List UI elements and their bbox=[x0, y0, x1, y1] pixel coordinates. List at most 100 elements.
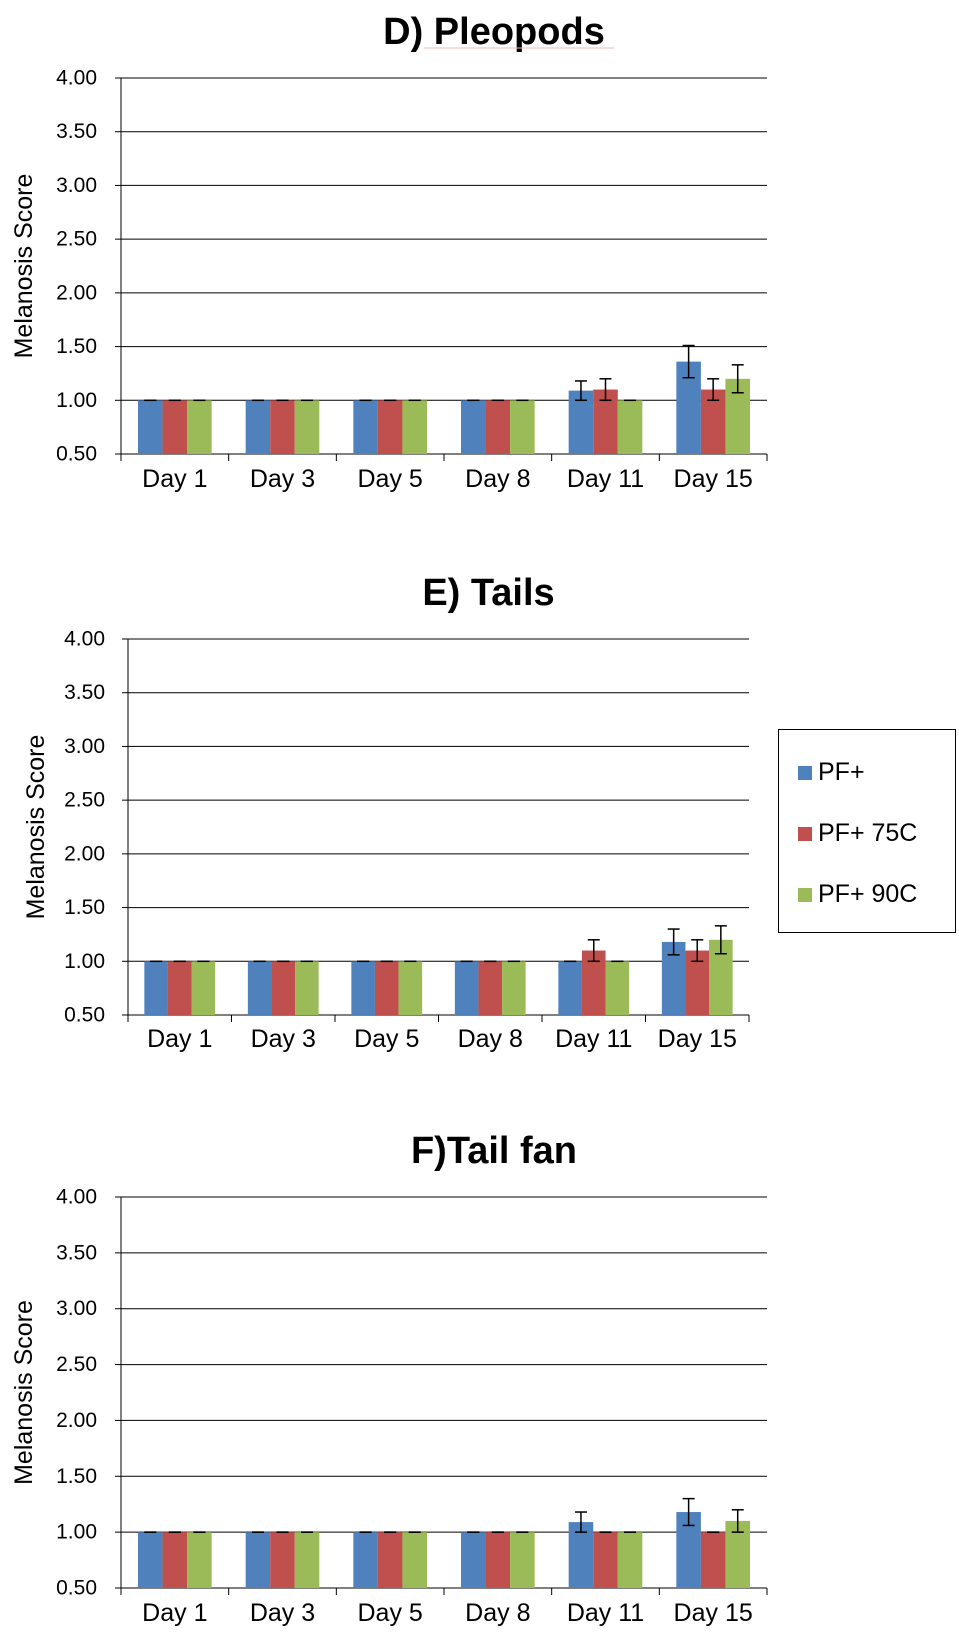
x-tick-label: Day 11 bbox=[567, 1599, 644, 1627]
legend-item-pf-plus: PF+ bbox=[798, 758, 865, 787]
bar bbox=[138, 1532, 163, 1588]
y-tick-label: 2.50 bbox=[56, 1353, 97, 1376]
x-tick-label: Day 15 bbox=[674, 465, 753, 493]
bar bbox=[162, 400, 188, 454]
y-tick-label: 2.50 bbox=[64, 789, 105, 812]
x-tick-label: Day 3 bbox=[250, 1599, 315, 1627]
bar bbox=[617, 1532, 643, 1588]
bar bbox=[374, 961, 399, 1015]
y-tick-label: 3.00 bbox=[64, 735, 105, 758]
bar bbox=[581, 950, 606, 1015]
bar bbox=[558, 961, 582, 1015]
bar bbox=[568, 1522, 594, 1588]
bar bbox=[685, 950, 710, 1015]
y-tick-label: 2.00 bbox=[56, 281, 97, 304]
x-tick-label: Day 5 bbox=[358, 1599, 423, 1627]
bar bbox=[502, 961, 526, 1015]
y-tick-label: 1.00 bbox=[64, 950, 105, 973]
bar bbox=[461, 400, 486, 454]
bar bbox=[187, 400, 212, 454]
bar bbox=[461, 1532, 486, 1588]
chart-panel-2: E) Tails Melanosis Score 0.50 1.00 1.50 2.00 2… bbox=[22, 572, 750, 1053]
legend-swatch-red bbox=[798, 826, 812, 841]
x-tick-label: Day 1 bbox=[147, 1025, 212, 1053]
y-tick-label: 1.00 bbox=[56, 389, 97, 412]
y-tick-label: 4.00 bbox=[56, 1186, 97, 1209]
legend-item-pf-plus-90c: PF+ 90C bbox=[798, 880, 917, 909]
bar bbox=[709, 939, 733, 1015]
legend-item-pf-plus-75c: PF+ 75C bbox=[798, 819, 917, 848]
y-tick-label: 1.50 bbox=[64, 896, 105, 919]
bar bbox=[245, 1532, 271, 1588]
x-tick-label: Day 11 bbox=[567, 465, 644, 493]
x-tick-label: Day 3 bbox=[250, 465, 315, 493]
y-tick-label: 0.50 bbox=[56, 443, 97, 466]
y-tick-label: 3.50 bbox=[56, 120, 97, 143]
bar bbox=[398, 961, 423, 1015]
bar bbox=[191, 961, 216, 1015]
x-tick-label: Day 5 bbox=[358, 465, 423, 493]
y-tick-label: 2.00 bbox=[64, 842, 105, 865]
bar bbox=[294, 1532, 320, 1588]
bar bbox=[510, 1532, 535, 1588]
bar bbox=[402, 1532, 427, 1588]
y-tick-label: 4.00 bbox=[64, 628, 105, 651]
bar bbox=[700, 1532, 726, 1588]
y-axis-label: Melanosis Score bbox=[22, 735, 50, 920]
chart-title: E) Tails bbox=[422, 572, 554, 614]
legend-label: PF+ bbox=[818, 758, 865, 786]
bar bbox=[271, 961, 296, 1015]
y-axis-label: Melanosis Score bbox=[10, 1300, 38, 1485]
chart-panel-1: D) Pleopods Melanosis Score 0.50 1.00 1.50 2.… bbox=[10, 11, 768, 493]
y-axis-label: Melanosis Score bbox=[10, 174, 38, 359]
x-tick-label: Day 15 bbox=[674, 1599, 753, 1627]
bar bbox=[353, 1532, 378, 1588]
bar bbox=[377, 400, 403, 454]
y-tick-label: 1.50 bbox=[56, 335, 97, 358]
bar bbox=[568, 390, 594, 454]
y-tick-label: 4.00 bbox=[56, 67, 97, 90]
bar bbox=[661, 941, 686, 1015]
y-tick-label: 1.00 bbox=[56, 1521, 97, 1544]
bar bbox=[605, 961, 630, 1015]
y-tick-label: 3.50 bbox=[56, 1241, 97, 1264]
x-tick-label: Day 8 bbox=[458, 1025, 523, 1053]
bar bbox=[167, 961, 192, 1015]
bar bbox=[138, 400, 163, 454]
x-tick-label: Day 1 bbox=[142, 465, 207, 493]
bar bbox=[353, 400, 378, 454]
bar bbox=[617, 400, 643, 454]
bar bbox=[245, 400, 271, 454]
bar bbox=[187, 1532, 212, 1588]
y-tick-label: 2.50 bbox=[56, 228, 97, 251]
bar bbox=[247, 961, 272, 1015]
bar bbox=[144, 961, 168, 1015]
x-tick-label: Day 3 bbox=[251, 1025, 316, 1053]
legend-swatch-blue bbox=[798, 765, 812, 780]
y-tick-label: 3.00 bbox=[56, 174, 97, 197]
bar bbox=[402, 400, 427, 454]
y-tick-label: 0.50 bbox=[56, 1577, 97, 1600]
bar bbox=[593, 1532, 618, 1588]
x-tick-label: Day 8 bbox=[465, 1599, 530, 1627]
bar bbox=[510, 400, 535, 454]
bar bbox=[485, 1532, 511, 1588]
chart-panel-3: F)Tail fan Melanosis Score 0.50 1.00 1.50 2.0… bbox=[10, 1130, 768, 1627]
bar bbox=[351, 961, 375, 1015]
bar bbox=[295, 961, 319, 1015]
bar bbox=[270, 1532, 295, 1588]
bar bbox=[478, 961, 503, 1015]
chart-legend: PF+ PF+ 75C PF+ 90C bbox=[778, 729, 956, 933]
y-tick-label: 2.00 bbox=[56, 1409, 97, 1432]
bar bbox=[162, 1532, 188, 1588]
x-tick-label: Day 11 bbox=[555, 1025, 632, 1053]
x-tick-label: Day 15 bbox=[658, 1025, 737, 1053]
x-tick-label: Day 5 bbox=[354, 1025, 419, 1053]
legend-label: PF+ 90C bbox=[818, 880, 918, 908]
bar bbox=[270, 400, 295, 454]
bar bbox=[294, 400, 320, 454]
bar bbox=[377, 1532, 403, 1588]
chart-title: F)Tail fan bbox=[411, 1130, 577, 1172]
legend-swatch-green bbox=[798, 887, 812, 902]
